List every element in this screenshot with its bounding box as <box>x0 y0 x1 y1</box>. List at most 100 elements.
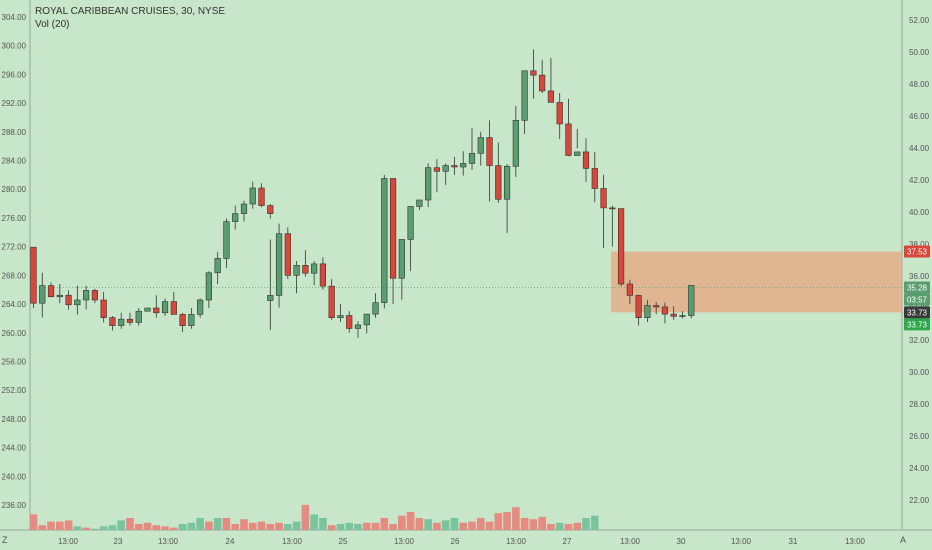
upper-candle <box>56 294 63 298</box>
time-axis-tick-label: 23 <box>114 537 123 546</box>
volume-bar <box>91 528 99 530</box>
lower-candle <box>363 313 370 326</box>
volume-bar <box>415 518 424 530</box>
lower-candle <box>679 315 686 317</box>
last-price-label: 35.28 <box>907 284 928 293</box>
left-axis-tick-label: 240.00 <box>2 472 27 481</box>
upper-candle <box>65 294 72 306</box>
volume-bar <box>117 520 125 530</box>
volume-bar <box>512 507 520 530</box>
volume-bar <box>389 524 397 530</box>
bar-countdown-label: 03:57 <box>907 296 928 305</box>
zone-bottom-price-label-bg <box>904 306 930 319</box>
volume-bar <box>538 516 546 530</box>
left-axis-tick-label: 284.00 <box>2 157 27 166</box>
lower-candle <box>591 168 598 189</box>
low-price-label: 33.73 <box>907 320 928 329</box>
time-axis-tick-label: 13:00 <box>731 537 752 546</box>
time-axis-tick-label: 13:00 <box>394 537 415 546</box>
volume-bar <box>459 522 468 530</box>
left-axis-tick-label: 260.00 <box>2 329 27 338</box>
time-axis-tick-label: 27 <box>563 537 572 546</box>
left-axis-tick-label: 300.00 <box>2 42 27 51</box>
volume-bar <box>134 524 143 530</box>
upper-candle <box>153 307 160 314</box>
left-axis-tick-label: 304.00 <box>2 13 27 22</box>
timezone-label[interactable]: Z <box>2 535 8 545</box>
time-axis-tick-label: 13:00 <box>58 537 79 546</box>
zone-top-price-label-bg <box>904 245 930 258</box>
left-axis-tick-label: 292.00 <box>2 99 27 108</box>
time-axis-tick-label: 24 <box>226 537 235 546</box>
auto-scale-label[interactable]: A <box>900 535 907 545</box>
lower-candle <box>389 178 397 279</box>
volume-bar <box>38 525 47 530</box>
volume-bar <box>82 527 90 530</box>
upper-candle <box>240 203 248 214</box>
volume-label: Vol (20) <box>35 19 70 30</box>
volume-bar <box>529 519 538 530</box>
upper-candle <box>188 314 195 326</box>
left-axis-tick-label: 268.00 <box>2 271 27 280</box>
lower-candle <box>530 70 537 76</box>
chart-title: ROYAL CARIBBEAN CRUISES, 30, NYSE <box>35 6 226 17</box>
volume-bar <box>564 524 573 530</box>
lower-candle <box>398 239 405 279</box>
lower-candle <box>521 70 528 121</box>
volume-bar <box>398 515 406 530</box>
upper-candle <box>126 318 134 323</box>
upper-candle <box>232 213 239 222</box>
upper-candle <box>267 205 274 214</box>
lower-candle <box>477 137 484 154</box>
lower-candle <box>460 163 467 168</box>
right-axis-tick-label: 36.00 <box>909 272 930 281</box>
lower-candle <box>688 285 695 316</box>
volume-bar <box>547 524 555 530</box>
right-axis-tick-label: 38.00 <box>909 240 930 249</box>
lower-candle <box>539 74 546 92</box>
volume-bar <box>231 524 240 530</box>
right-axis-tick-label: 28.00 <box>909 400 930 409</box>
lower-candle <box>556 102 563 125</box>
price-zone <box>611 251 902 313</box>
left-axis-tick-label: 280.00 <box>2 185 27 194</box>
volume-bar <box>555 522 564 530</box>
volume-bar <box>178 524 187 530</box>
right-axis-tick-label: 26.00 <box>909 432 930 441</box>
volume-bar <box>108 525 117 530</box>
lower-candle <box>407 206 414 240</box>
volume-bar <box>336 524 345 530</box>
upper-candle <box>118 318 125 326</box>
volume-bar <box>152 525 161 530</box>
upper-candle <box>39 285 46 304</box>
volume-bar <box>354 524 362 530</box>
lower-candle <box>328 285 335 318</box>
lower-candle <box>582 151 590 169</box>
lower-candle <box>670 313 677 317</box>
lower-candle <box>346 315 353 329</box>
lower-candle <box>609 207 616 210</box>
lower-candle <box>275 233 283 296</box>
volume-bar <box>292 521 301 530</box>
upper-candle <box>135 310 142 323</box>
upper-candle <box>205 272 213 301</box>
right-axis-tick-label: 30.00 <box>909 368 930 377</box>
volume-bar <box>441 520 450 530</box>
lower-candle <box>416 199 423 207</box>
lower-candle <box>574 151 581 156</box>
left-axis-tick-label: 264.00 <box>2 300 27 309</box>
lower-candle <box>512 120 519 167</box>
upper-candle <box>179 314 186 326</box>
lower-candle <box>302 265 309 274</box>
time-axis-tick-label: 31 <box>789 537 798 546</box>
upper-candle <box>47 285 55 298</box>
lower-candle <box>617 208 625 285</box>
lower-candle <box>565 123 572 156</box>
bar-countdown-label-bg <box>904 293 930 306</box>
volume-bar <box>301 504 310 530</box>
zone-bottom-price-label: 33.73 <box>907 308 928 317</box>
lower-candle <box>661 306 669 315</box>
upper-candle <box>258 187 265 206</box>
